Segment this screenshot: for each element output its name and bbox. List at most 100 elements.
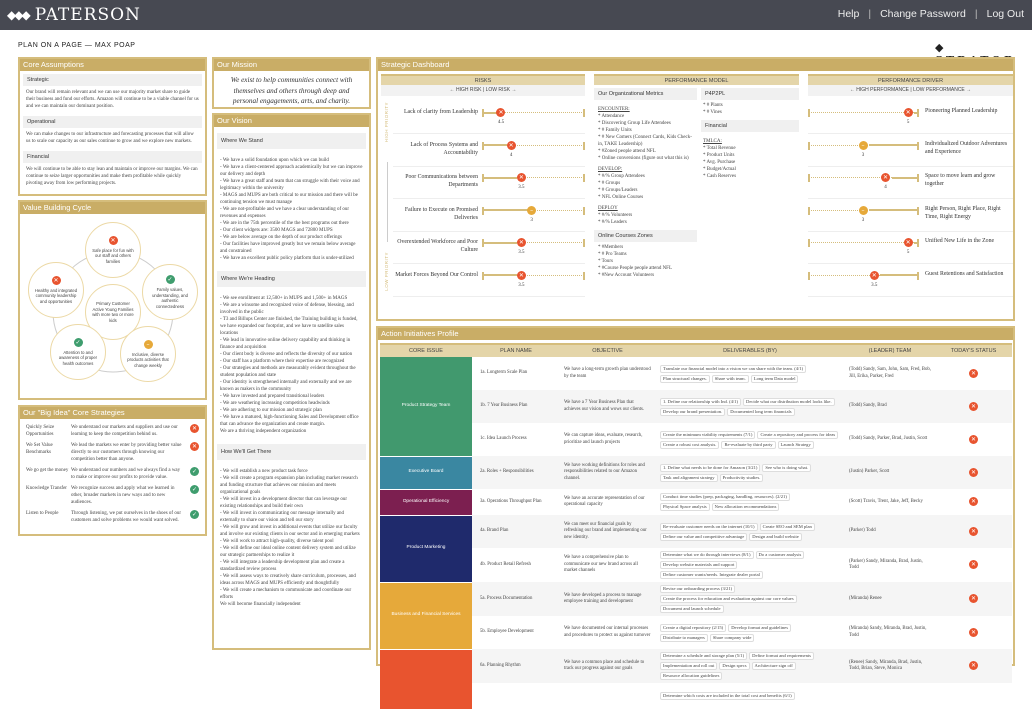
deliverable-chip[interactable]: Translate our financial model into a vis… — [660, 364, 807, 373]
leader-team-cell: (Todd) Sandy, Parker, Brad, Justin, Scot… — [849, 436, 928, 442]
deliverable-chip[interactable]: See who is doing what. — [762, 463, 812, 472]
deliverable-chip[interactable]: 1. Define our relationship with Ind. (4/… — [660, 397, 742, 406]
x-status-icon: ✕ — [969, 526, 978, 536]
deliverable-chip[interactable]: Launch Strategy — [777, 440, 814, 449]
column-header: PLAN NAME — [472, 343, 560, 357]
deliverable-chip[interactable]: Long term Data model — [750, 374, 799, 383]
vision-item: - We will assess ways to creatively shar… — [220, 574, 356, 586]
strategic-dashboard-panel: Strategic Dashboard RISKS ← HIGH RISK | … — [376, 57, 1015, 321]
deliverable-chip[interactable]: Share company wide — [709, 633, 755, 642]
deliverable-chip[interactable]: Create a robust cost analysis. — [660, 440, 720, 449]
deliverable-chip[interactable]: Determine which costs are included in th… — [660, 692, 795, 700]
vision-item: - We see enrollment at 12,500+ in MUPS a… — [220, 296, 348, 301]
objective-cell: We have a comprehensive plan to communic… — [564, 555, 638, 574]
status-cell: ✕ — [935, 423, 1012, 456]
zones-heading: Online Courses Zones — [594, 230, 697, 242]
risk-bar — [482, 274, 518, 276]
deliverable-chip[interactable]: Determine a schedule and storage plan (5… — [660, 652, 748, 660]
deliverable-chip[interactable]: Develop format and guidelines — [728, 623, 791, 632]
deliverable-chip[interactable]: Plan structural changes. — [660, 374, 710, 383]
panel-title: Core Assumptions — [20, 59, 205, 71]
table-row[interactable]: Product Marketing 4a. Brand Plan We can me… — [380, 515, 1012, 583]
deliverable-chip[interactable]: 1. Define what needs to be done for Amaz… — [660, 463, 761, 472]
table-row[interactable]: 5b. Employee Development We have document… — [380, 616, 1012, 649]
deliverable-chip[interactable]: New allocation recommendations — [711, 503, 780, 511]
table-row[interactable]: Product Strategy Team 1a. Longterm Scale … — [380, 357, 1012, 457]
x-status-icon: ✕ — [969, 368, 978, 378]
deliverable-chip[interactable]: Re-evaluate by third party — [721, 440, 776, 449]
deliverable-chip[interactable]: Share with team. — [711, 374, 749, 383]
deliverable-chip[interactable]: Distribute to managers — [660, 633, 708, 642]
table-row[interactable]: 1c. Idea Launch Process We can capture id… — [380, 423, 1012, 456]
risk-row: Lack of clarity from Leadership ✕ 4.5 — [393, 102, 585, 134]
deliverable-chip[interactable]: Document and launch schedule — [660, 605, 724, 613]
vision-item: - We are adhering to our mission and str… — [220, 408, 322, 413]
deliverable-chip[interactable]: Revise our onboarding process (3/21) — [660, 585, 736, 593]
deliverable-chip[interactable]: Design and build website — [749, 532, 802, 541]
core-issue-cell: Product Strategy Team — [380, 357, 472, 457]
deliverable-chip[interactable]: Re-evaluate customer needs on the intern… — [660, 522, 758, 531]
leader-team-cell: (Todd) Sandy, Sam, John, Sam, Fred, Bob,… — [849, 367, 931, 379]
table-row[interactable]: 1b. 7 Year Business Plan We have a 7 Year… — [380, 390, 1012, 423]
performance-driver-column: PERFORMANCE DRIVER ← HIGH PERFORMANCE | … — [808, 74, 1013, 96]
deliverable-chip[interactable]: Conduct time studies (prep, packaging, h… — [660, 493, 790, 501]
driver-label: Unified New Life in the Zone — [925, 238, 995, 244]
deliverables-cell: Create the minimum viability requirement… — [655, 423, 845, 456]
column-header: TODAY'S STATUS — [935, 343, 1012, 357]
deliverable-chip[interactable]: Create a digital repository (2/15) — [660, 623, 727, 632]
table-row[interactable]: Business and Financial Services 5a. Proce… — [380, 582, 1012, 650]
table-row[interactable]: 6a. Planning Rhythm We have a common plac… — [380, 649, 1012, 710]
deliverable-chip[interactable]: Develop our brand presentation. — [660, 407, 726, 416]
priority-axis: HIGH PRIORITY LOW PRIORITY — [384, 102, 392, 292]
risk-bar — [482, 176, 518, 179]
x-status-icon: ✕ — [969, 594, 978, 604]
x-status-icon: ✕ — [51, 275, 61, 285]
deliverable-chip[interactable]: Create the process for education and eva… — [660, 595, 797, 603]
vision-item: - We will create a mechanism to communic… — [220, 588, 352, 600]
action-initiatives-table: CORE ISSUE PLAN NAME OBJECTIVE DELIVERABLES… — [380, 343, 1012, 710]
deliverable-chip[interactable]: Determine what we do through interviews … — [660, 551, 754, 559]
track-tick — [808, 206, 810, 215]
track-tick — [808, 174, 810, 182]
help-link[interactable]: Help — [837, 8, 860, 20]
log-out-link[interactable]: Log Out — [986, 8, 1024, 20]
table-row[interactable]: Operational Efficiency 3a. Operations Thr… — [380, 489, 1012, 516]
risk-status-marker-icon: ✕ — [516, 173, 526, 182]
deliverable-chip[interactable]: Physical Space analysis — [660, 503, 710, 511]
deliverable-chip[interactable]: Implementation and roll out — [660, 662, 718, 670]
high-priority-label: HIGH PRIORITY — [384, 102, 389, 143]
deliverable-chip[interactable]: Task and alignment strategy — [660, 473, 718, 482]
deliverable-chip[interactable]: Develop website materials and support — [660, 561, 738, 569]
status-cell: ✕ — [935, 489, 1012, 515]
deliverable-chip[interactable]: Create a repository and process for idea… — [757, 430, 839, 439]
vision-item: We are a thriving independent organizati… — [220, 429, 307, 434]
strategy-name: We Set Value Benchmarks — [26, 443, 53, 455]
metric-item: * #/% Group Attendees — [598, 174, 645, 179]
deliverable-chip[interactable]: Decide what our distribution model looks… — [743, 397, 835, 406]
deliverable-chip[interactable]: Define customer wants/needs. Integrate d… — [660, 571, 763, 579]
deliverable-chip[interactable]: Architecture sign off — [751, 662, 796, 670]
deliverable-chip[interactable]: Design specs — [719, 662, 750, 670]
table-row[interactable]: 4b. Product Retail Refresh We have a comp… — [380, 548, 1012, 582]
paterson-logo[interactable]: ◆◆◆ PATERSON — [7, 5, 141, 25]
metric-item: * #/% Volunteers — [598, 213, 633, 218]
deliverable-chip[interactable]: Define our value and competitive advanta… — [660, 532, 748, 541]
deliverable-chip[interactable]: Create the minimum viability requirement… — [660, 430, 756, 439]
vision-item: - We have a matured, high-functioning Sa… — [220, 415, 359, 427]
change-password-link[interactable]: Change Password — [880, 8, 966, 20]
deliverable-chip[interactable]: Resource allocation guidelines — [660, 672, 723, 680]
deliverable-chip[interactable]: Define format and requirements — [749, 652, 814, 660]
driver-track: –3 — [808, 205, 919, 223]
risk-row: Lack of Process Systems and Accountabili… — [393, 135, 585, 167]
deliverable-chip[interactable]: Do a customer analysis — [755, 551, 805, 559]
cycle-node-text: Family values, understanding, and authen… — [152, 287, 188, 309]
deliverable-chip[interactable]: Productivity studies. — [719, 473, 764, 482]
table-row[interactable]: Determine which costs are included in th… — [380, 683, 1012, 709]
metric-item: * # Plants — [703, 103, 723, 108]
deliverable-chip[interactable]: Documented long term financials — [727, 407, 795, 416]
deliverables-cell: Translate our financial model into a vis… — [655, 357, 845, 390]
deliverable-chip[interactable]: Create SEO and SEM plan — [759, 522, 815, 531]
table-row[interactable]: Executive Board 2a. Roles + Responsibilit… — [380, 456, 1012, 490]
objective-cell: We have developed a process to manage em… — [560, 582, 655, 616]
strategy-text: We understand our markets and suppliers … — [71, 425, 178, 437]
